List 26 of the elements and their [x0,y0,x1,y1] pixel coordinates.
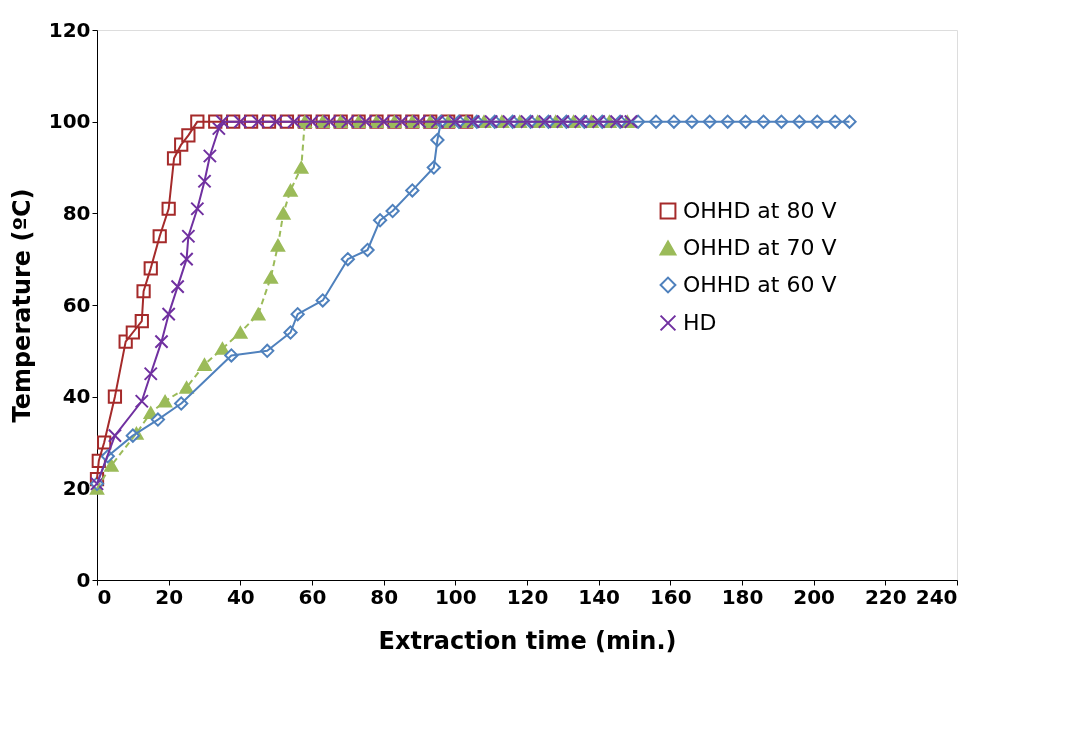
x-tick-label: 20 [155,584,184,609]
x-tick-label: 100 [434,584,477,609]
x-tick-label: 240 [915,584,958,609]
legend-label: OHHD at 60 V [683,272,837,297]
x-axis-title: Extraction time (min.) [378,626,677,655]
y-tick-label: 20 [62,475,91,500]
x-tick-label: 220 [864,584,907,609]
x-tick-label: 180 [721,584,764,609]
x-tick-label: 60 [298,584,327,609]
y-axis-title: Temperature (ºC) [7,188,36,423]
y-tick-label: 60 [62,292,91,317]
legend-label: HD [683,310,717,335]
y-tick-label: 80 [62,200,91,225]
y-tick-label: 0 [76,567,91,592]
y-tick-label: 120 [48,17,91,42]
legend-label: OHHD at 70 V [683,235,837,260]
x-tick-label: 120 [506,584,549,609]
x-tick-label: 160 [649,584,692,609]
x-tick-label: 0 [97,584,112,609]
y-tick-label: 100 [48,109,91,134]
x-tick-label: 40 [226,584,255,609]
legend-label: OHHD at 80 V [683,198,837,223]
y-tick-label: 40 [62,384,91,409]
x-tick-label: 80 [370,584,399,609]
x-tick-label: 200 [793,584,836,609]
x-tick-label: 140 [578,584,621,609]
